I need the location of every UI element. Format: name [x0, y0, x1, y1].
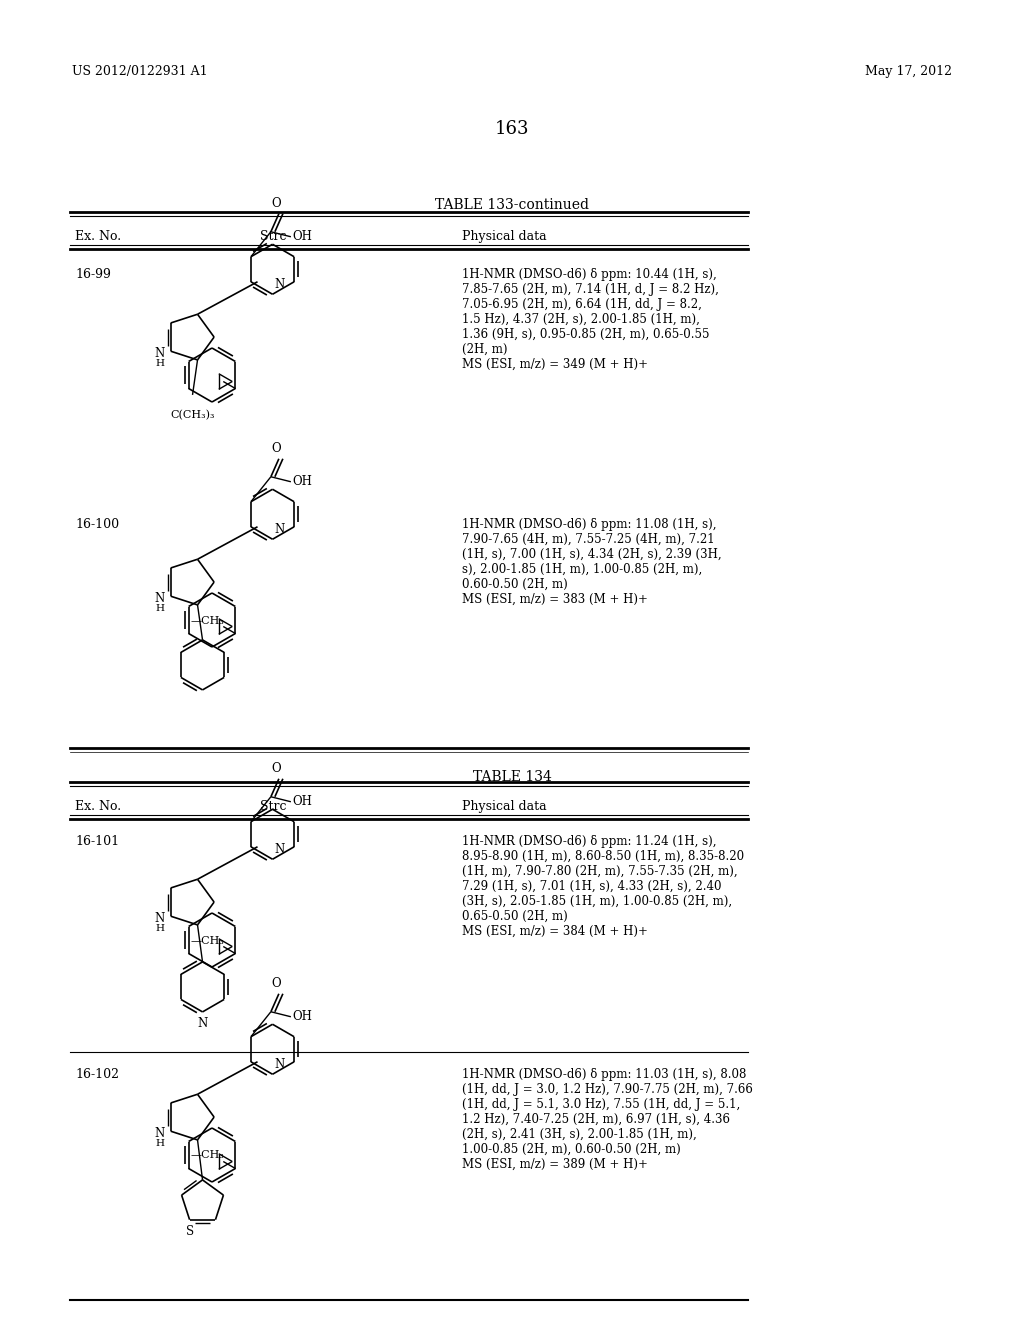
Text: S: S [185, 1225, 194, 1238]
Text: TABLE 133-continued: TABLE 133-continued [435, 198, 589, 213]
Text: O: O [271, 197, 281, 210]
Text: H: H [156, 603, 165, 612]
Text: O: O [271, 762, 281, 775]
Text: Ex. No.: Ex. No. [75, 230, 121, 243]
Text: C(CH₃)₃: C(CH₃)₃ [170, 411, 215, 420]
Text: —CH₃: —CH₃ [190, 1151, 224, 1160]
Text: 16-102: 16-102 [75, 1068, 119, 1081]
Text: OH: OH [293, 230, 312, 243]
Text: H: H [156, 924, 165, 933]
Text: H: H [156, 1139, 165, 1147]
Text: H: H [156, 359, 165, 368]
Text: Strc: Strc [260, 800, 287, 813]
Text: 1H-NMR (DMSO-d6) δ ppm: 10.44 (1H, s),
7.85-7.65 (2H, m), 7.14 (1H, d, J = 8.2 H: 1H-NMR (DMSO-d6) δ ppm: 10.44 (1H, s), 7… [462, 268, 719, 371]
Text: TABLE 134: TABLE 134 [472, 770, 552, 784]
Text: 16-99: 16-99 [75, 268, 111, 281]
Text: O: O [271, 977, 281, 990]
Text: N: N [155, 347, 165, 359]
Text: —CH₃: —CH₃ [190, 936, 224, 945]
Text: OH: OH [293, 795, 312, 808]
Text: Physical data: Physical data [462, 230, 547, 243]
Text: N: N [155, 1127, 165, 1139]
Text: 16-100: 16-100 [75, 517, 119, 531]
Text: Ex. No.: Ex. No. [75, 800, 121, 813]
Text: N: N [198, 1016, 208, 1030]
Text: N: N [274, 1059, 285, 1072]
Text: 163: 163 [495, 120, 529, 139]
Text: OH: OH [293, 475, 312, 488]
Text: 16-101: 16-101 [75, 836, 119, 847]
Text: N: N [274, 279, 285, 292]
Text: —CH₃: —CH₃ [190, 615, 224, 626]
Text: 1H-NMR (DMSO-d6) δ ppm: 11.03 (1H, s), 8.08
(1H, dd, J = 3.0, 1.2 Hz), 7.90-7.75: 1H-NMR (DMSO-d6) δ ppm: 11.03 (1H, s), 8… [462, 1068, 753, 1171]
Text: Strc: Strc [260, 230, 287, 243]
Text: 1H-NMR (DMSO-d6) δ ppm: 11.08 (1H, s),
7.90-7.65 (4H, m), 7.55-7.25 (4H, m), 7.2: 1H-NMR (DMSO-d6) δ ppm: 11.08 (1H, s), 7… [462, 517, 722, 606]
Text: US 2012/0122931 A1: US 2012/0122931 A1 [72, 65, 208, 78]
Text: May 17, 2012: May 17, 2012 [865, 65, 952, 78]
Text: N: N [155, 912, 165, 925]
Text: OH: OH [293, 1010, 312, 1023]
Text: N: N [274, 523, 285, 536]
Text: O: O [271, 442, 281, 455]
Text: N: N [274, 843, 285, 857]
Text: 1H-NMR (DMSO-d6) δ ppm: 11.24 (1H, s),
8.95-8.90 (1H, m), 8.60-8.50 (1H, m), 8.3: 1H-NMR (DMSO-d6) δ ppm: 11.24 (1H, s), 8… [462, 836, 744, 939]
Text: Physical data: Physical data [462, 800, 547, 813]
Text: N: N [155, 591, 165, 605]
